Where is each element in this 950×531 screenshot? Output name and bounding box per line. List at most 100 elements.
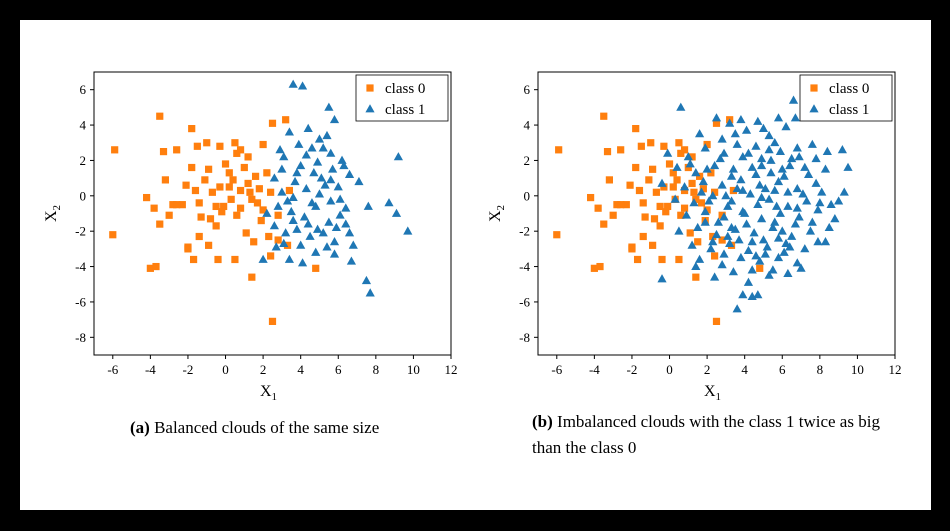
point-class-1: [657, 274, 667, 283]
point-class-1: [811, 178, 821, 187]
point-class-0: [165, 211, 173, 219]
point-class-1: [794, 152, 804, 161]
point-class-0: [203, 139, 211, 147]
point-class-0: [669, 169, 677, 177]
y-tick-label: -2: [75, 224, 86, 239]
point-class-0: [233, 149, 241, 157]
point-class-1: [279, 238, 289, 247]
point-class-1: [301, 183, 311, 193]
point-class-1: [775, 146, 785, 155]
point-class-1: [341, 219, 351, 228]
point-class-1: [738, 290, 748, 299]
point-class-0: [692, 273, 700, 281]
point-class-0: [673, 176, 681, 184]
point-class-1: [755, 256, 765, 265]
point-class-0: [229, 176, 237, 184]
point-class-0: [267, 188, 275, 196]
point-class-0: [645, 176, 653, 184]
point-class-1: [303, 219, 313, 228]
point-class-0: [218, 208, 226, 216]
y-axis-label-sub: 2: [51, 205, 63, 211]
point-class-0: [201, 176, 209, 184]
point-class-0: [712, 317, 721, 325]
x-tick-label: -6: [107, 362, 118, 377]
x-tick-label: 6: [335, 362, 342, 377]
point-class-1: [740, 208, 750, 217]
point-class-1: [834, 196, 844, 205]
caption-a-text: Balanced clouds of the same size: [154, 418, 380, 437]
point-class-1: [713, 217, 723, 226]
point-class-0: [649, 241, 657, 249]
point-class-1: [698, 176, 708, 186]
point-class-0: [143, 193, 151, 202]
point-class-0: [697, 199, 706, 207]
point-class-1: [717, 180, 727, 189]
point-class-0: [709, 232, 717, 241]
point-class-0: [622, 201, 630, 209]
x-axis-label: X1: [704, 383, 721, 403]
point-class-1: [730, 129, 740, 138]
caption-a: (a) Balanced clouds of the same size: [130, 415, 470, 441]
point-class-0: [206, 215, 215, 223]
point-class-0: [285, 186, 294, 195]
point-class-1: [344, 169, 355, 178]
point-class-1: [813, 205, 823, 214]
point-class-0: [312, 264, 320, 272]
y-axis-label-sub: 2: [495, 205, 507, 211]
x-tick-label: -6: [551, 362, 562, 377]
point-class-1: [331, 222, 341, 232]
point-class-1: [726, 196, 737, 205]
point-class-1: [728, 267, 739, 276]
point-class-1: [363, 201, 373, 210]
y-axis-label: X2: [487, 205, 507, 222]
point-class-0: [161, 176, 169, 184]
point-class-0: [242, 229, 250, 237]
point-class-1: [311, 247, 321, 256]
point-class-1: [725, 238, 735, 247]
point-class-0: [208, 188, 216, 196]
point-class-1: [710, 160, 720, 170]
point-class-0: [173, 146, 181, 154]
point-class-1: [326, 175, 336, 184]
point-class-1: [324, 102, 334, 111]
point-class-0: [188, 125, 196, 133]
point-class-1: [307, 143, 317, 152]
x-tick-label: 8: [817, 362, 824, 377]
point-class-0: [609, 211, 617, 219]
point-class-1: [679, 182, 690, 191]
y-tick-label: 0: [524, 188, 531, 203]
point-class-0: [236, 186, 245, 195]
x-tick-label: -2: [183, 362, 194, 377]
point-class-1: [708, 191, 718, 200]
point-class-1: [708, 237, 718, 246]
point-class-1: [781, 122, 791, 131]
point-class-0: [236, 204, 245, 212]
point-class-1: [800, 162, 810, 171]
point-class-1: [764, 194, 774, 203]
legend: class 0 class 1: [355, 74, 449, 122]
point-class-1: [811, 153, 821, 163]
point-class-1: [286, 206, 296, 216]
y-tick-label: -8: [519, 330, 530, 345]
point-class-0: [626, 181, 634, 189]
point-class-0: [617, 201, 625, 209]
point-class-0: [656, 202, 664, 211]
point-class-1: [262, 208, 272, 217]
point-class-1: [802, 196, 812, 205]
point-class-0: [265, 232, 273, 241]
point-class-0: [283, 241, 292, 249]
point-class-1: [764, 145, 774, 154]
legend-marker-0: [366, 84, 374, 92]
point-class-1: [335, 194, 345, 203]
series-1-points: [657, 95, 853, 313]
point-class-1: [322, 130, 332, 140]
point-class-0: [596, 262, 604, 271]
point-class-0: [212, 202, 220, 211]
point-class-0: [635, 186, 644, 195]
point-class-0: [703, 206, 711, 214]
point-class-1: [344, 228, 355, 237]
point-class-0: [600, 220, 608, 228]
point-class-1: [297, 81, 308, 90]
point-class-0: [692, 195, 700, 203]
